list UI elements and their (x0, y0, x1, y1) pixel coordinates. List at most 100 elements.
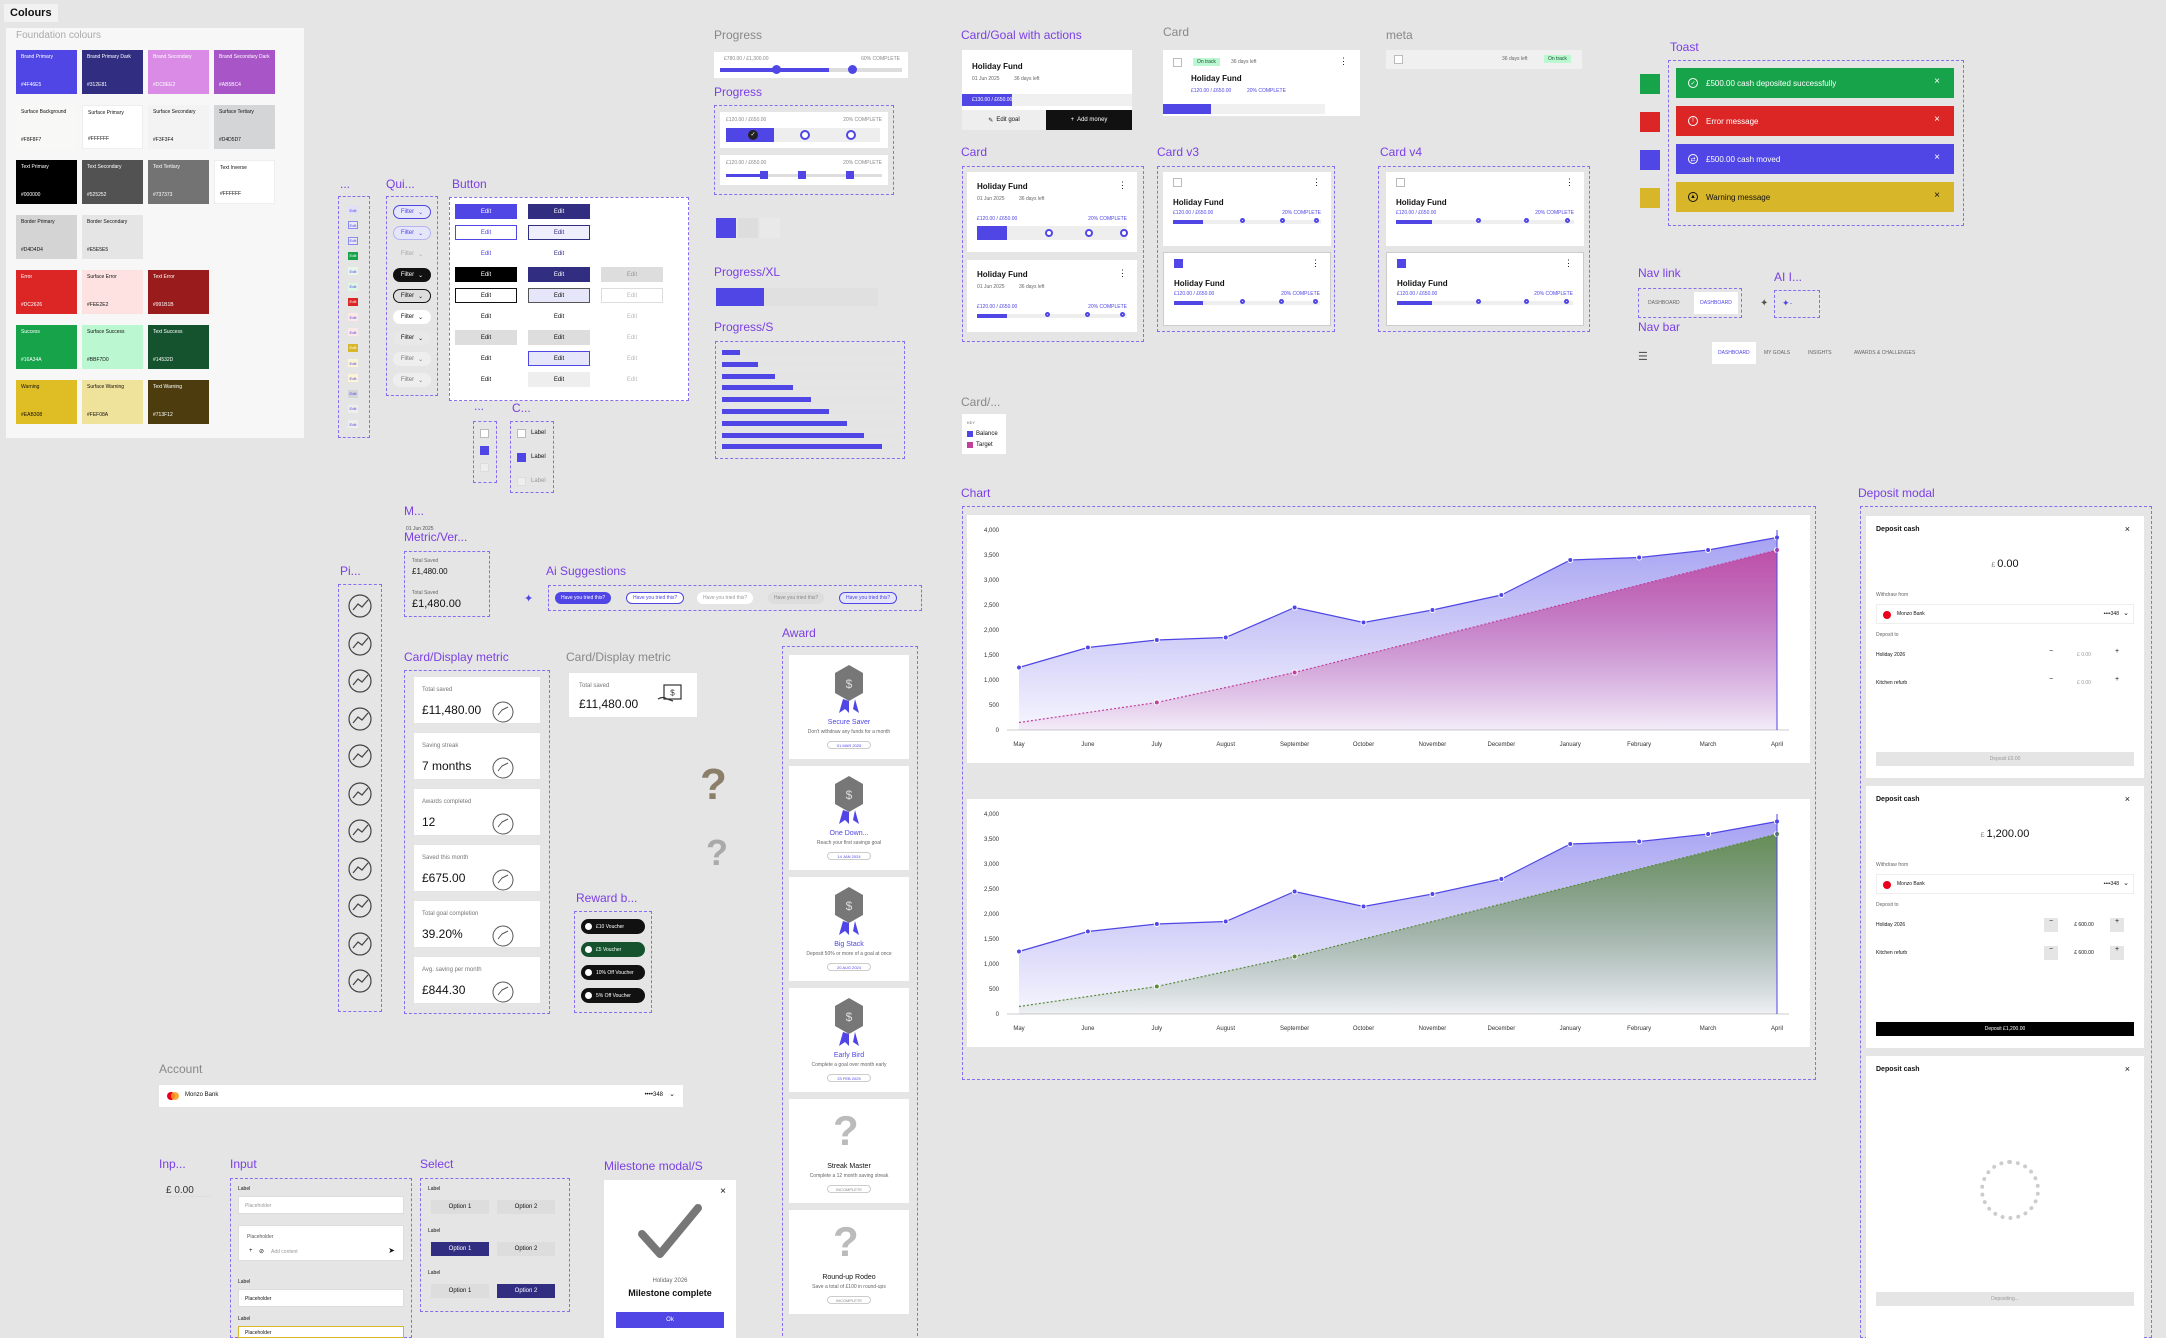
data-point[interactable] (1153, 983, 1160, 990)
goal-card-2[interactable]: ⋮ Holiday Fund 01 Jun 2025 36 days left £120… (967, 260, 1137, 332)
kebab-menu-icon[interactable]: ⋮ (1312, 177, 1321, 187)
account-row[interactable]: Monzo Bank ••••348 ⌄ (159, 1085, 683, 1107)
goal-checkbox[interactable] (1174, 259, 1183, 268)
edit-button[interactable]: Edit (528, 288, 590, 303)
close-icon[interactable]: × (1934, 114, 1940, 125)
goal-card-1[interactable]: ⋮ Holiday Fund 01 Jun 2025 36 days left £120… (967, 172, 1137, 252)
data-point[interactable] (1567, 841, 1574, 847)
ai-suggestion-chip[interactable]: Have you tried this? (697, 592, 754, 604)
nav-link-default[interactable]: DASHBOARD (1648, 300, 1680, 306)
nav-item[interactable]: MY GOALS (1764, 350, 1791, 356)
data-point[interactable] (1016, 664, 1022, 671)
edit-button[interactable]: Edit (455, 372, 517, 387)
award-card[interactable]: ? Streak Master Complete a 12 month saving… (789, 1099, 909, 1203)
edit-button[interactable]: Edit (455, 351, 517, 366)
edit-button[interactable]: Edit (528, 330, 590, 345)
checkbox-disabled[interactable] (480, 463, 489, 472)
data-point[interactable] (1084, 928, 1091, 935)
kebab-menu-icon[interactable]: ⋮ (1339, 56, 1348, 66)
goal-amount-input[interactable]: £ 600.00 (2074, 950, 2094, 956)
edit-button[interactable]: Edit (455, 309, 517, 324)
nav-item[interactable]: AWARDS & CHALLENGES (1854, 350, 1916, 356)
edit-button[interactable]: Edit (528, 309, 590, 324)
data-point[interactable] (1291, 604, 1298, 611)
edit-button[interactable]: Edit (601, 330, 663, 345)
deposit-amount[interactable]: £ 1,200.00 (1980, 828, 2030, 840)
checkbox-label-checked[interactable] (517, 453, 526, 462)
close-icon[interactable]: × (720, 1186, 726, 1197)
ai-sparkle-icon[interactable]: ✦ (1760, 298, 1769, 309)
edit-button[interactable]: Edit (528, 225, 590, 240)
data-point[interactable] (1084, 644, 1091, 651)
edit-button[interactable]: Edit (455, 267, 517, 282)
ai-suggestion-chip[interactable]: Have you tried this? (768, 592, 825, 604)
minus-button[interactable]: − (2044, 918, 2058, 932)
voucher-badge[interactable]: 5% Off Voucher (581, 988, 645, 1003)
minus-button[interactable]: − (2048, 648, 2054, 655)
goal-checkbox[interactable] (1173, 58, 1182, 67)
filter-chip[interactable]: Filter ⌄ (393, 289, 431, 303)
edit-button[interactable]: Edit (528, 351, 590, 366)
goal-amount-input[interactable]: £ 0.00 (2077, 652, 2091, 658)
data-point[interactable] (1291, 669, 1298, 676)
milestone-ok-button[interactable]: Ok (616, 1312, 724, 1328)
minus-button[interactable]: − (2048, 676, 2054, 683)
ai-sparkle-icon[interactable]: ✦· (1782, 298, 1793, 308)
select-option[interactable]: Option 2 (497, 1200, 555, 1214)
menu-icon[interactable]: ☰ (1638, 351, 1648, 363)
edit-button[interactable]: Edit (601, 309, 663, 324)
edit-button[interactable]: Edit (528, 246, 590, 261)
edit-button[interactable]: Edit (528, 204, 590, 219)
add-money-button[interactable]: + Add money (1046, 110, 1132, 130)
kebab-menu-icon[interactable]: ⋮ (1311, 258, 1320, 268)
deposit-button[interactable]: Deposit £0.00 (1876, 752, 2134, 766)
filter-chip[interactable]: Filter ⌄ (393, 268, 431, 282)
kebab-menu-icon[interactable]: ⋮ (1564, 258, 1573, 268)
data-point[interactable] (1705, 547, 1712, 553)
data-point[interactable] (1153, 699, 1160, 706)
goal-card-v3-1[interactable]: ⋮ Holiday Fund £120.00 / £650.00 20% COMPLE… (1163, 172, 1331, 246)
data-point[interactable] (1153, 921, 1160, 927)
data-point[interactable] (1498, 592, 1505, 598)
chevron-down-icon[interactable]: ⌄ (669, 1091, 675, 1098)
data-point[interactable] (1291, 953, 1298, 960)
nav-item[interactable]: DASHBOARD (1712, 342, 1756, 364)
checkbox-label-unchecked[interactable] (517, 429, 526, 438)
edit-button[interactable]: Edit (455, 204, 517, 219)
goal-checkbox[interactable] (1397, 259, 1406, 268)
filter-chip[interactable]: Filter ⌄ (393, 247, 431, 261)
filter-chip[interactable]: Filter ⌄ (393, 352, 431, 366)
filter-chip[interactable]: Filter ⌄ (393, 226, 431, 240)
ai-suggestion-chip[interactable]: Have you tried this? (555, 592, 612, 604)
depositing-button[interactable]: Depositing... (1876, 1292, 2134, 1306)
select-option[interactable]: Option 1 (431, 1200, 489, 1214)
checkbox-label-disabled[interactable] (517, 477, 526, 486)
filter-chip[interactable]: Filter ⌄ (393, 310, 431, 324)
checkbox-unchecked[interactable] (480, 429, 489, 438)
plus-button[interactable]: + (2110, 946, 2124, 960)
filter-chip[interactable]: Filter ⌄ (393, 205, 431, 219)
goal-card-v3-2[interactable]: ⋮ Holiday Fund £120.00 / £650.00 20% COMPLE… (1163, 252, 1331, 326)
close-icon[interactable]: × (1934, 190, 1940, 201)
edit-button[interactable]: Edit (528, 372, 590, 387)
text-input-warning[interactable]: Placeholder (238, 1326, 404, 1338)
close-icon[interactable]: × (2124, 524, 2130, 534)
withdraw-account-select[interactable]: Monzo Bank ••••348 ⌄ (1876, 604, 2134, 624)
colours-tab[interactable]: Colours (4, 4, 58, 22)
data-point[interactable] (1429, 891, 1436, 897)
award-card[interactable]: $ One Down... Reach your first savings goa… (789, 766, 909, 870)
meta-checkbox[interactable] (1394, 55, 1403, 64)
plus-button[interactable]: + (2110, 918, 2124, 932)
close-icon[interactable]: × (2124, 1064, 2130, 1074)
data-point[interactable] (1360, 619, 1367, 626)
goal-amount-input[interactable]: £ 600.00 (2074, 922, 2094, 928)
data-point[interactable] (1016, 948, 1022, 955)
ai-suggestion-chip[interactable]: Have you tried this? (839, 592, 898, 604)
plus-button[interactable]: + (2114, 676, 2120, 683)
award-card[interactable]: $ Early Bird Complete a goal over month ea… (789, 988, 909, 1092)
kebab-menu-icon[interactable]: ⋮ (1118, 268, 1127, 278)
data-point[interactable] (1636, 838, 1643, 845)
deposit-button[interactable]: Deposit £1,200.00 (1876, 1022, 2134, 1036)
minus-button[interactable]: − (2044, 946, 2058, 960)
text-input-with-action[interactable]: Placeholder + ⊘ Add content ➤ (238, 1225, 404, 1261)
